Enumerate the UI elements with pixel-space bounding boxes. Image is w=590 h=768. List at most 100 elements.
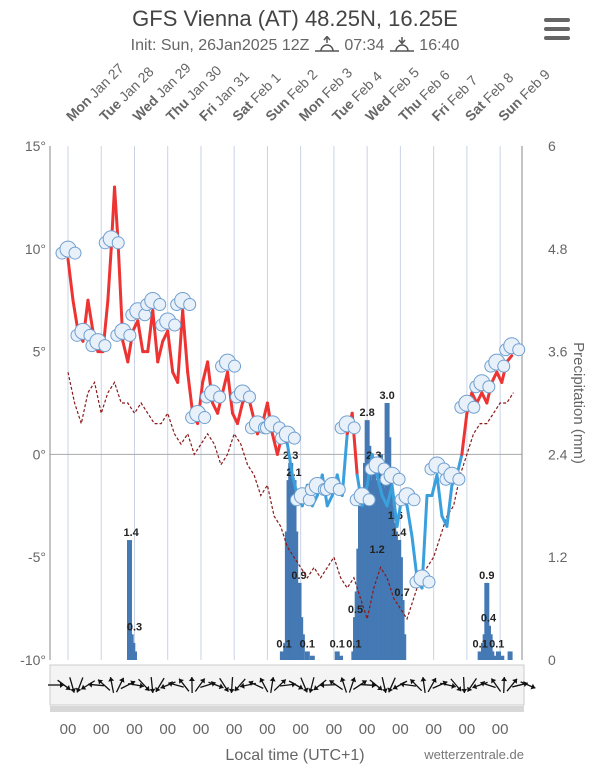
precip-bar (487, 634, 493, 660)
wind-arrow (369, 679, 383, 691)
y-left-tick-label: 10° (25, 241, 46, 257)
wind-arrow (97, 679, 111, 691)
x-tick-label: 00 (126, 721, 143, 738)
wind-arrow (75, 677, 84, 693)
wind-arrow (288, 680, 304, 690)
temperature-segment (390, 483, 399, 528)
wind-arrow (480, 680, 496, 689)
sunrise-icon (314, 35, 339, 52)
wind-arrow (409, 678, 423, 692)
precip-value-label: 1.4 (124, 527, 140, 539)
cloud-icon (215, 353, 242, 373)
temperature-segment (186, 370, 195, 415)
wind-arrow (432, 680, 448, 689)
y-right-axis-label: Precipitation (mm) (570, 342, 587, 464)
x-axis-title: Local time (UTC+1) (225, 747, 365, 764)
temperature-segment (460, 411, 469, 456)
wind-arrow (208, 681, 224, 690)
temperature-segment (166, 329, 175, 374)
x-tick-label: 00 (459, 721, 476, 738)
wind-arrow (57, 679, 71, 691)
precip-value-label: 0.9 (479, 570, 494, 582)
precip-value-label: 0.9 (291, 570, 306, 582)
wind-arrow (450, 678, 462, 692)
temperature-segment (375, 473, 384, 498)
y-right-tick-label: 1.2 (548, 549, 568, 565)
precip-bar (309, 655, 315, 660)
x-tick-label: 00 (359, 721, 376, 738)
wind-arrow (359, 682, 377, 689)
wind-arrow (120, 680, 136, 690)
wind-arrow (248, 680, 264, 689)
cloud-icon (155, 312, 182, 332)
cloud-icon (85, 333, 112, 353)
sunset-icon (389, 37, 414, 52)
temperature-segment (270, 432, 279, 456)
temperature-segment (66, 257, 75, 302)
cloud-icon (469, 374, 496, 394)
cloud-icon (319, 477, 346, 497)
cloud-icon (98, 230, 125, 250)
wind-arrow (188, 676, 195, 694)
precip-bar (304, 651, 310, 660)
temperature-segment (445, 483, 454, 528)
y-right-tick-label: 6 (548, 138, 556, 154)
wind-arrow (234, 678, 246, 692)
precip-value-label: 0.4 (481, 613, 497, 625)
cloud-icon (394, 487, 421, 507)
credit-text: wetterzentrale.de (424, 747, 524, 762)
wind-arrow (506, 678, 518, 692)
precip-bar (499, 655, 505, 660)
y-right-tick-label: 0 (548, 652, 556, 668)
precip-bar (126, 540, 132, 660)
wind-arrow (472, 681, 488, 690)
cloud-icon (110, 322, 137, 342)
day-label: Thu Feb 6 (395, 66, 453, 124)
temperature-segment (86, 298, 95, 333)
wind-arrow (501, 676, 508, 694)
x-tick-label: 00 (326, 721, 343, 738)
temperature-segment (285, 442, 294, 477)
precip-bar (299, 634, 305, 660)
wind-arrow (392, 680, 408, 690)
temperature-segment (136, 319, 145, 354)
x-tick-label: 00 (226, 721, 243, 738)
wind-arrow (348, 677, 357, 693)
sunset-time: 16:40 (419, 37, 460, 54)
menu-icon[interactable] (544, 18, 570, 40)
cloud-icon (334, 415, 361, 435)
precip-bar (334, 651, 340, 660)
precip-value-label: 0.1 (330, 638, 345, 650)
temperature-segment (505, 354, 514, 364)
cloud-icon (454, 394, 481, 414)
temperature-segment (106, 247, 113, 302)
wind-arrow (269, 676, 276, 694)
wind-arrow (427, 677, 437, 693)
wind-arrow (420, 676, 427, 694)
precip-value-label: 0.7 (394, 587, 409, 599)
cloud-icon (379, 466, 406, 486)
wind-arrow (461, 676, 468, 694)
y-left-tick-label: 5° (33, 344, 46, 360)
precip-bar (279, 651, 285, 660)
precip-bar (492, 655, 498, 660)
wind-arrow (128, 682, 144, 689)
wind-arrow (490, 678, 502, 692)
precip-bar (399, 600, 405, 660)
precip-bar (477, 651, 483, 660)
y-left-tick-label: -10° (20, 652, 46, 668)
precip-value-label: 0.1 (276, 638, 291, 650)
cloud-icon (499, 337, 526, 357)
wind-arrow (273, 678, 287, 692)
temperature-segment (405, 504, 414, 539)
wind-arrow (149, 676, 156, 694)
y-left-tick-label: 0° (33, 446, 46, 462)
precip-value-label: 0.1 (300, 638, 315, 650)
x-tick-label: 00 (292, 721, 309, 738)
temperature-segment (176, 308, 185, 384)
temperature-segment (151, 308, 160, 364)
x-tick-label: 00 (259, 721, 276, 738)
x-tick-label: 00 (159, 721, 176, 738)
wind-arrow (387, 677, 396, 693)
